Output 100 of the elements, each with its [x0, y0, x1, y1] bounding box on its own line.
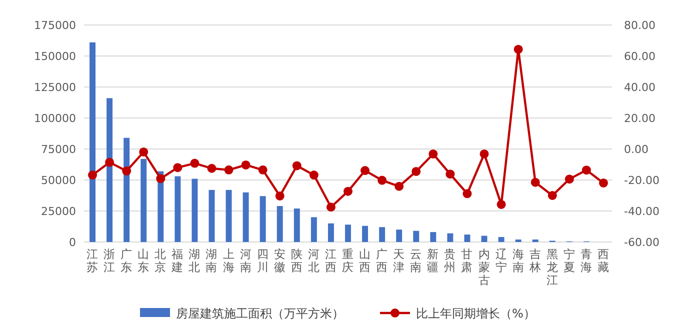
y2-tick-label: -20.00 — [624, 174, 660, 187]
bar — [310, 217, 317, 242]
bar — [276, 206, 283, 242]
y-tick-label: 50000 — [41, 174, 76, 187]
point — [207, 164, 216, 173]
point — [122, 166, 132, 176]
point — [496, 200, 506, 209]
point — [564, 174, 574, 184]
x-tick-label: 江苏 — [86, 247, 99, 274]
bar — [345, 224, 351, 242]
bar — [430, 232, 436, 242]
y2-tick-label: 80.00 — [624, 19, 656, 32]
y2-tick-label: 60.00 — [624, 50, 656, 63]
y-tick-label: 150000 — [34, 50, 76, 63]
bar — [362, 226, 368, 242]
x-tick-label: 陕西 — [290, 247, 303, 274]
x-tick-label: 广西 — [376, 247, 388, 274]
y-tick-label: 175000 — [34, 19, 76, 32]
point — [598, 178, 608, 188]
bar — [260, 196, 266, 242]
bar — [447, 233, 454, 242]
bar — [328, 223, 334, 242]
bar — [379, 227, 386, 242]
y2-tick-label: -40.00 — [624, 205, 660, 218]
y-tick-label: 100000 — [34, 112, 76, 125]
bar — [396, 230, 402, 242]
x-tick-label: 宁夏 — [563, 247, 576, 274]
bar — [90, 42, 96, 242]
point — [344, 186, 352, 196]
point — [428, 149, 438, 158]
x-tick-label: 贵州 — [444, 247, 456, 274]
y-tick-label: 75000 — [41, 143, 76, 156]
point — [378, 176, 387, 185]
x-tick-label: 河北 — [308, 247, 320, 274]
y2-tick-label: 0.00 — [624, 143, 648, 156]
x-tick-label: 甘肃 — [461, 247, 474, 274]
x-tick-label: 海南 — [512, 247, 524, 274]
x-tick-label: 新疆 — [427, 247, 440, 274]
x-tick-label: 山西 — [359, 247, 372, 274]
x-tick-label: 辽宁 — [495, 247, 508, 274]
point — [582, 166, 591, 175]
x-tick-label: 青海 — [580, 247, 592, 274]
x-tick-label: 广东 — [120, 247, 133, 274]
bar — [226, 190, 232, 242]
point — [156, 174, 166, 184]
y2-tick-label: -60.00 — [624, 236, 660, 249]
x-tick-label: 江西 — [324, 247, 337, 274]
x-tick-label: 湖北 — [188, 247, 201, 274]
point — [326, 202, 336, 212]
point — [241, 160, 250, 170]
bar — [140, 158, 147, 242]
point — [309, 170, 318, 180]
point — [360, 166, 370, 176]
point — [88, 170, 98, 180]
x-tick-label: 内蒙古 — [478, 247, 490, 287]
x-tick-label: 山东 — [138, 247, 150, 274]
point — [412, 166, 421, 176]
x-tick-label: 上海 — [222, 247, 235, 274]
point — [292, 161, 302, 170]
point — [462, 189, 472, 198]
y-tick-label: 125000 — [34, 81, 76, 94]
point — [530, 178, 540, 187]
y-tick-label: 25000 — [41, 205, 76, 218]
bar — [294, 208, 300, 242]
bar — [498, 237, 504, 242]
bar — [208, 190, 215, 242]
bar — [413, 230, 420, 242]
point — [548, 191, 557, 200]
point — [105, 158, 114, 167]
point — [190, 158, 200, 168]
point — [394, 182, 404, 191]
x-tick-label: 湖南 — [206, 247, 218, 274]
y-tick-label: 0 — [69, 236, 76, 249]
point — [139, 147, 148, 156]
x-tick-label: 浙江 — [104, 247, 116, 274]
y2-tick-label: 40.00 — [624, 81, 656, 94]
x-tick-label: 北京 — [154, 247, 167, 274]
bar — [124, 138, 130, 242]
x-tick-label: 云南 — [410, 247, 422, 274]
bar — [464, 234, 470, 242]
point — [275, 191, 284, 200]
x-tick-label: 河南 — [240, 247, 252, 274]
y2-tick-label: 20.00 — [624, 112, 656, 125]
bar — [242, 192, 249, 242]
bar — [174, 176, 181, 242]
point — [224, 165, 234, 174]
legend-label: 比上年同期增长（%） — [416, 306, 536, 320]
point — [446, 170, 455, 179]
x-tick-label: 西藏 — [597, 247, 610, 274]
x-tick-label: 安徽 — [274, 247, 286, 274]
x-tick-label: 天津 — [393, 247, 406, 274]
x-tick-label: 重庆 — [342, 247, 354, 274]
x-tick-label: 福建 — [170, 247, 184, 274]
point — [258, 165, 268, 174]
x-tick-label: 黑龙江 — [546, 247, 558, 287]
point — [173, 163, 182, 172]
bar — [192, 178, 198, 242]
point — [514, 44, 523, 54]
legend-label: 房屋建筑施工面积（万平方米） — [176, 306, 344, 320]
bar — [106, 98, 113, 242]
